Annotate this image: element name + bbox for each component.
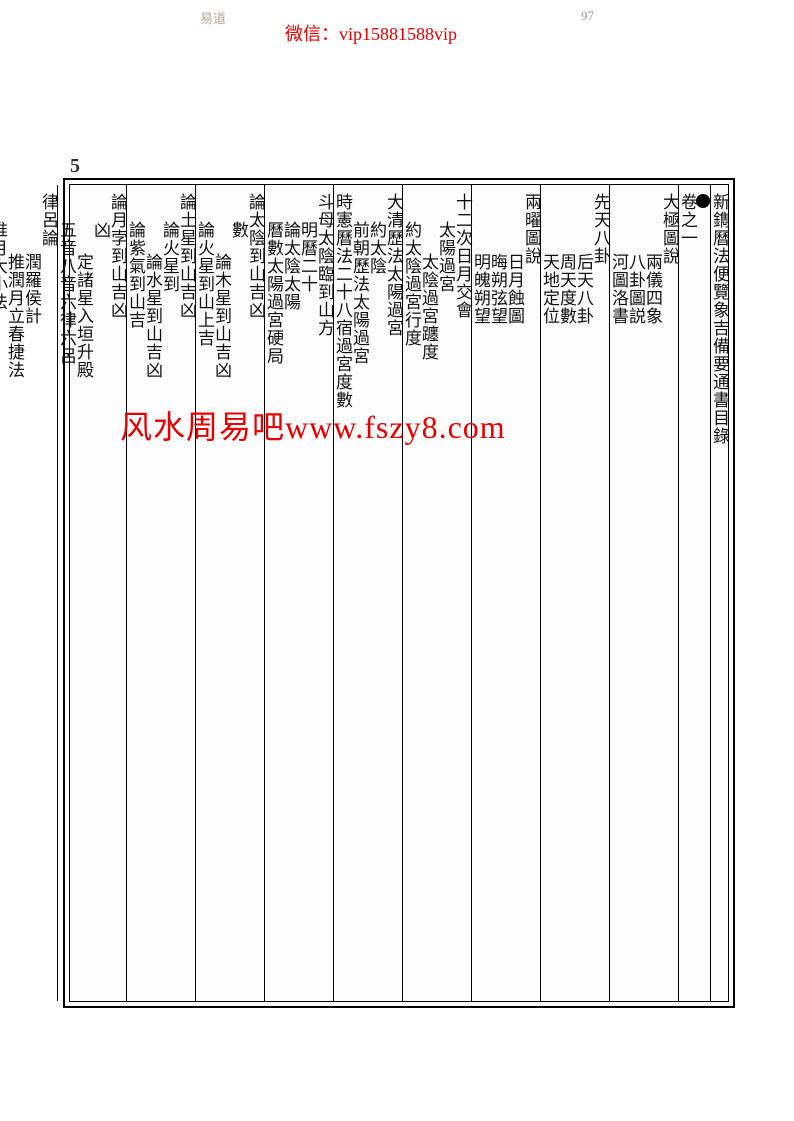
header-page-number: 97 — [581, 8, 594, 24]
text-column: 論月孛到山吉凶凶定諸星入垣升殿五音八音六律六呂 — [58, 185, 127, 1001]
column-entry: 先天八卦 — [592, 191, 609, 995]
text-column: 先天八卦后天八卦周天度數天地定位 — [541, 185, 610, 1001]
column-entry: 論太陰太陽 — [282, 219, 299, 995]
column-entry: 時憲曆法二十八宿過宮度數 — [334, 191, 351, 995]
column-entry: 前朝歷法太陽過宮 — [351, 219, 368, 995]
column-entry: 太陽過宮 — [437, 219, 454, 995]
column-entry: 大極圖說 — [661, 191, 678, 995]
column-entry: 兩曜圖說 — [523, 191, 540, 995]
column-entry: 推月大小法 — [0, 219, 6, 995]
column-entry: 后天八卦 — [575, 251, 592, 995]
column-entry: 河圖洛書 — [610, 251, 627, 995]
column-entry: 論火星到山上吉 — [196, 219, 213, 995]
column-entry: 論火星到 — [161, 219, 178, 995]
text-column: 新鐫曆法便覽象吉備要通書目錄 — [711, 185, 728, 1001]
column-entry: 推潤月立春捷法 — [6, 251, 23, 995]
inner-page-number: 5 — [70, 155, 80, 178]
column-entry: 數 — [230, 219, 247, 995]
column-entry: 凶 — [92, 219, 109, 995]
text-column: 大極圖說兩儀四象八卦圖説河圖洛書 — [610, 185, 679, 1001]
text-frame: 新鐫曆法便覽象吉備要通書目錄卷之一大極圖說兩儀四象八卦圖説河圖洛書先天八卦后天八… — [63, 178, 735, 1008]
column-entry: 周天度數 — [558, 251, 575, 995]
column-entry: 明曆二十 — [299, 219, 316, 995]
column-entry: 論木星到山吉凶 — [213, 251, 230, 995]
column-entry: 太陰過宮躔度 — [420, 251, 437, 995]
column-entry: 潤羅侯計 — [23, 251, 40, 995]
text-column: 論土星到山吉凶論火星到論水星到山吉凶論紫氣到山吉 — [127, 185, 196, 1001]
text-column: 兩曜圖說日月蝕圖晦朔弦望明魄朔望 — [472, 185, 541, 1001]
column-entry: 約太陰過宮行度 — [403, 219, 420, 995]
column-entry: 約太陰 — [368, 219, 385, 995]
fszy-watermark: 风水周易吧www.fszy8.com — [120, 402, 506, 448]
column-entry: 曆數太陽過宮硬局 — [265, 219, 282, 995]
column-entry: 八卦圖説 — [627, 251, 644, 995]
column-entry: 大清歷法太陽過宮 — [385, 191, 402, 995]
column-entry: 五音八音六律六呂 — [58, 219, 75, 995]
column-entry: 論月孛到山吉凶 — [109, 191, 126, 995]
column-entry: 新鐫曆法便覽象吉備要通書目錄 — [711, 191, 728, 995]
column-entry: 斗母太陰臨到山方 — [316, 191, 333, 995]
column-entry: 卷之一 — [679, 191, 696, 995]
column-entry: 律呂論 — [40, 191, 57, 995]
scanned-page: 5 新鐫曆法便覽象吉備要通書目錄卷之一大極圖說兩儀四象八卦圖説河圖洛書先天八卦后… — [30, 50, 764, 1100]
text-column: 論太陰到山吉凶數論木星到山吉凶論火星到山上吉 — [196, 185, 265, 1001]
column-entry: 日月蝕圖 — [506, 251, 523, 995]
column-entry: 明魄朔望 — [472, 251, 489, 995]
header-left-text: 易道 — [200, 8, 226, 27]
text-column: 十二次日月交會太陽過宮太陰過宮躔度約太陰過宮行度 — [403, 185, 472, 1001]
column-entry: 論太陰到山吉凶 — [247, 191, 264, 995]
text-column: 律呂論潤羅侯計推潤月立春捷法推月大小法 — [0, 185, 58, 1001]
column-entry: 論紫氣到山吉 — [127, 219, 144, 995]
column-entry: 十二次日月交會 — [454, 191, 471, 995]
column-entry: 晦朔弦望 — [489, 251, 506, 995]
column-entry: 天地定位 — [541, 251, 558, 995]
column-entry: 定諸星入垣升殿 — [75, 251, 92, 995]
column-entry: 論土星到山吉凶 — [178, 191, 195, 995]
bullet-marker — [696, 194, 710, 208]
inner-frame: 新鐫曆法便覽象吉備要通書目錄卷之一大極圖說兩儀四象八卦圖説河圖洛書先天八卦后天八… — [69, 184, 729, 1002]
column-entry: 論水星到山吉凶 — [144, 251, 161, 995]
wechat-watermark: 微信：vip15881588vip — [285, 20, 457, 46]
text-column: 斗母太陰臨到山方明曆二十論太陰太陽曆數太陽過宮硬局 — [265, 185, 334, 1001]
column-entry: 兩儀四象 — [644, 251, 661, 995]
text-column: 卷之一 — [679, 185, 711, 1001]
text-column: 大清歷法太陽過宮約太陰前朝歷法太陽過宮時憲曆法二十八宿過宮度數 — [334, 185, 403, 1001]
